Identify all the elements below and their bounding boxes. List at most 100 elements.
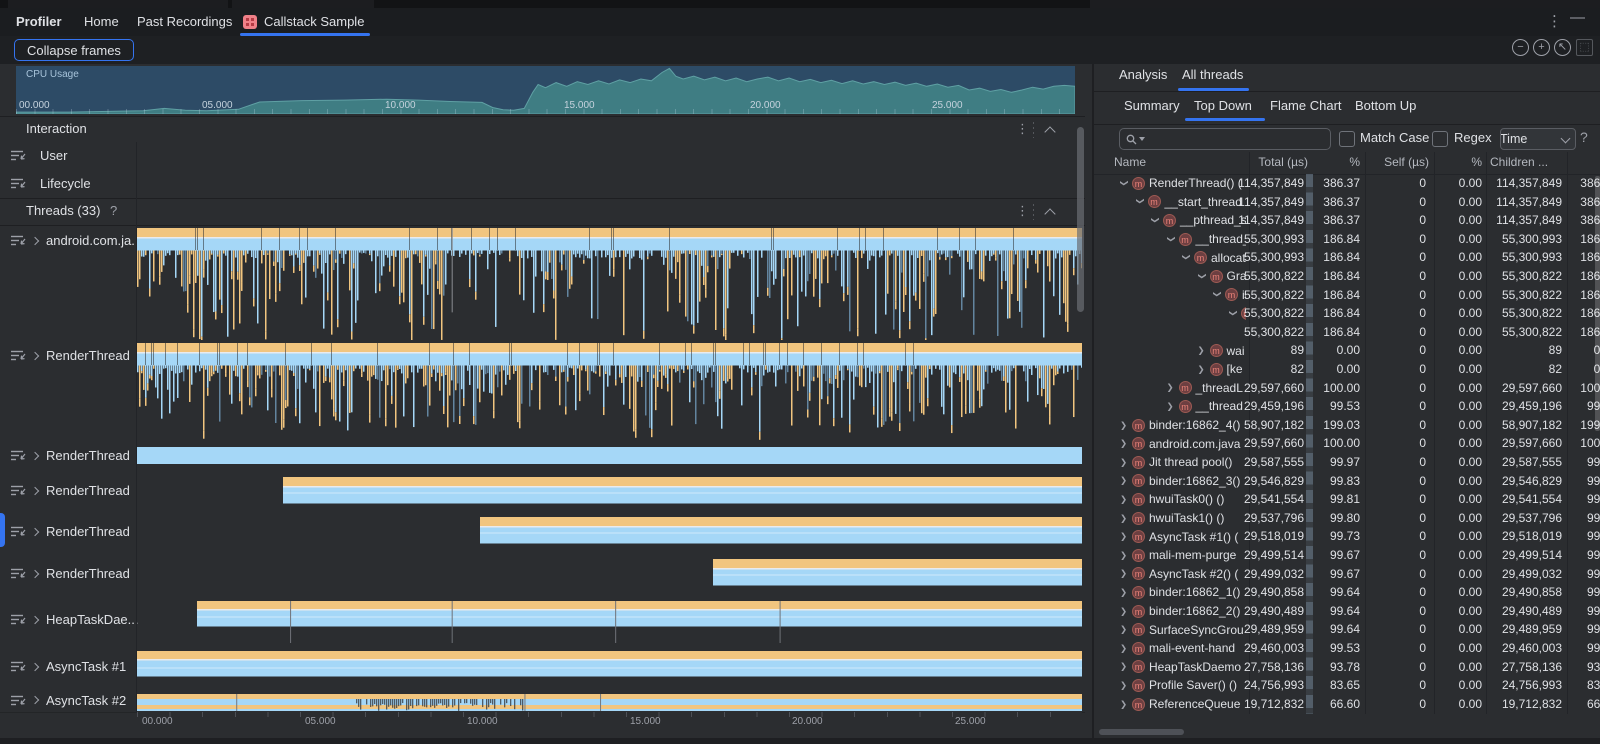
thread-label[interactable]: RenderThread (10, 483, 130, 498)
window-kebab-icon[interactable]: ⋮ (1547, 13, 1562, 30)
table-row[interactable]: ❯ m binder:16862_4() 58,907,182 199.03 0 0.00 5… (1094, 416, 1600, 435)
thread-row-3[interactable]: RenderThread (0, 471, 1085, 512)
thread-row-6[interactable]: HeapTaskDae... (0, 595, 1085, 646)
table-vertical-scrollbar[interactable] (1595, 176, 1600, 431)
analysis-subtab-top-down[interactable]: Top Down (1194, 98, 1252, 113)
thread-row-0[interactable]: android.com.ja... (0, 226, 1085, 342)
table-row[interactable]: ❯ m HeapTaskDaemo 27,758,136 93.78 0 0.00 27,75… (1094, 658, 1600, 677)
thread-row-7[interactable]: AsyncTask #1 (0, 645, 1085, 690)
chevron-right-icon[interactable] (30, 695, 40, 705)
tree-chevron-icon[interactable]: ❯ (1120, 456, 1128, 467)
table-row[interactable]: ❯ m ReferenceQueue 19,712,832 66.60 0 0.00 19,7… (1094, 695, 1600, 714)
table-row[interactable]: ❯ m _threadL 29,597,660 100.00 0 0.00 29,597,66… (1094, 379, 1600, 398)
chevron-right-icon[interactable] (30, 569, 40, 578)
thread-label[interactable]: RenderThread (10, 524, 130, 539)
table-row[interactable]: ❯ m mali-mem-purge 29,499,514 99.67 0 0.00 29,4… (1094, 546, 1600, 565)
tree-chevron-icon[interactable]: ❯ (1120, 679, 1128, 690)
thread-row-2[interactable]: RenderThread (0, 441, 1085, 472)
regex-checkbox[interactable] (1432, 131, 1448, 147)
thread-track[interactable] (137, 645, 1082, 688)
col-total-pct[interactable]: % (1349, 155, 1360, 169)
chevron-right-icon[interactable] (30, 527, 40, 536)
table-row[interactable]: ❯ m __thread_ 55,300,993 186.84 0 0.00 55,300,9… (1094, 230, 1600, 249)
tree-chevron-icon[interactable]: ❯ (1120, 624, 1128, 635)
chevron-right-icon[interactable] (30, 662, 40, 671)
table-row[interactable]: ❯ m allocat 55,300,993 186.84 0 0.00 55,300,993… (1094, 248, 1600, 267)
interaction-section-header[interactable]: Interaction ⋮ (0, 116, 1085, 144)
thread-track[interactable] (197, 595, 1082, 644)
tree-chevron-icon[interactable]: ❯ (1166, 400, 1174, 411)
table-row[interactable]: ❯ m __pthread_st 114,357,849 386.37 0 0.00 114,… (1094, 211, 1600, 230)
column-divider[interactable] (1434, 152, 1435, 714)
table-row[interactable]: ❯ m mali-event-hand 29,460,003 99.53 0 0.00 29,… (1094, 639, 1600, 658)
col-name[interactable]: Name (1114, 155, 1147, 169)
column-divider[interactable] (1567, 152, 1568, 714)
tree-chevron-icon[interactable]: ❯ (1151, 216, 1161, 224)
filter-help-icon[interactable]: ? (1580, 129, 1588, 145)
reset-zoom-icon[interactable]: ↖ (1554, 39, 1571, 56)
table-row[interactable]: ❯ m AsyncTask #1() (29,518,019 99.73 0 0.00 29… (1094, 527, 1600, 546)
analysis-subtab-flame-chart[interactable]: Flame Chart (1270, 98, 1342, 113)
threads-section-header[interactable]: Threads (33) ? ⋮ (0, 198, 1085, 226)
tree-chevron-icon[interactable]: ❯ (1166, 235, 1177, 243)
column-divider[interactable] (1365, 152, 1366, 714)
column-divider[interactable] (1486, 152, 1487, 714)
interaction-row-user[interactable]: User (0, 142, 1085, 171)
tab-past-recordings[interactable]: Past Recordings (137, 8, 232, 35)
analysis-subtab-bottom-up[interactable]: Bottom Up (1355, 98, 1417, 113)
interaction-row-lifecycle[interactable]: Lifecycle (0, 170, 1085, 199)
table-header[interactable]: Name Total (µs) % Self (µs) % Children .… (1094, 152, 1600, 175)
thread-label[interactable]: AsyncTask #2 (10, 693, 126, 708)
analysis-tab-all-threads[interactable]: All threads (1182, 67, 1244, 82)
zoom-in-icon[interactable]: + (1533, 39, 1550, 56)
tree-chevron-icon[interactable]: ❯ (1120, 549, 1128, 560)
tab-callstack-sample[interactable]: Callstack Sample (243, 8, 364, 35)
thread-track[interactable] (137, 689, 1082, 711)
cpu-usage-chart[interactable]: CPU Usage 00.000 05.000 10.000 15.000 20.000… (16, 66, 1075, 114)
chevron-right-icon[interactable] (30, 486, 40, 495)
tree-chevron-icon[interactable]: ❯ (1120, 475, 1128, 486)
thread-label[interactable]: RenderThread (10, 448, 130, 463)
table-row[interactable]: ❯ m binder:16862_1() 29,490,858 99.64 0 0.00 29… (1094, 583, 1600, 602)
threads-scrollbar[interactable] (1077, 127, 1084, 312)
search-input[interactable] (1147, 131, 1311, 147)
column-divider[interactable] (1249, 152, 1250, 714)
thread-label[interactable]: HeapTaskDae... (10, 612, 139, 627)
chevron-right-icon[interactable] (30, 451, 40, 460)
tree-chevron-icon[interactable]: ❯ (1120, 586, 1128, 597)
collapse-frames-button[interactable]: Collapse frames (14, 39, 134, 61)
thread-label[interactable]: RenderThread (10, 566, 130, 581)
threads-collapse-icon[interactable] (1044, 208, 1056, 220)
tree-chevron-icon[interactable]: ❯ (1213, 290, 1223, 299)
thread-track[interactable] (137, 341, 1082, 440)
col-self-pct[interactable]: % (1471, 155, 1482, 169)
tree-chevron-icon[interactable]: ❯ (1120, 493, 1128, 504)
table-row[interactable]: ❯ m hwuiTask0() () 29,541,554 99.81 0 0.00 29,5… (1094, 490, 1600, 509)
thread-track[interactable] (713, 553, 1082, 594)
thread-track[interactable] (137, 226, 1082, 340)
col-total[interactable]: Total (µs) (1258, 155, 1308, 169)
table-row[interactable]: ❯ m AsyncTask #2() (29,499,032 99.67 0 0.00 29… (1094, 565, 1600, 584)
tree-chevron-icon[interactable]: ❯ (1120, 438, 1128, 449)
tree-chevron-icon[interactable]: ❯ (1120, 179, 1130, 187)
threads-kebab-icon[interactable]: ⋮ (1016, 203, 1029, 218)
thread-label[interactable]: AsyncTask #1 (10, 659, 126, 674)
tree-chevron-icon[interactable]: ❯ (1197, 363, 1205, 374)
table-row[interactable]: ❯ m RenderThread() (114,357,849 386.37 0 0.00… (1094, 174, 1600, 193)
chevron-right-icon[interactable] (30, 236, 40, 245)
table-row[interactable]: ❯ m hwuiTask1() () 29,537,796 99.80 0 0.00 29,5… (1094, 509, 1600, 528)
thread-label[interactable]: android.com.ja... (10, 233, 142, 248)
table-row[interactable]: ❯mGrap55,300,822186.8400.0055,300,822186… (1094, 267, 1600, 286)
match-case-checkbox[interactable] (1339, 131, 1355, 147)
thread-row-1[interactable]: RenderThread (0, 341, 1085, 442)
tree-chevron-icon[interactable]: ❯ (1120, 605, 1128, 616)
chevron-right-icon[interactable] (30, 351, 40, 360)
tree-chevron-icon[interactable]: ❯ (1120, 568, 1128, 579)
thread-row-8[interactable]: AsyncTask #2 (0, 689, 1085, 713)
table-row[interactable]: ❯ m __thread 29,459,196 99.53 0 0.00 29,459,196… (1094, 397, 1600, 416)
tree-chevron-icon[interactable]: ❯ (1120, 531, 1128, 542)
table-row[interactable]: ❯ m binder:16862_3() 29,546,829 99.83 0 0.00 29… (1094, 472, 1600, 491)
tree-chevron-icon[interactable]: ❯ (1166, 382, 1174, 393)
